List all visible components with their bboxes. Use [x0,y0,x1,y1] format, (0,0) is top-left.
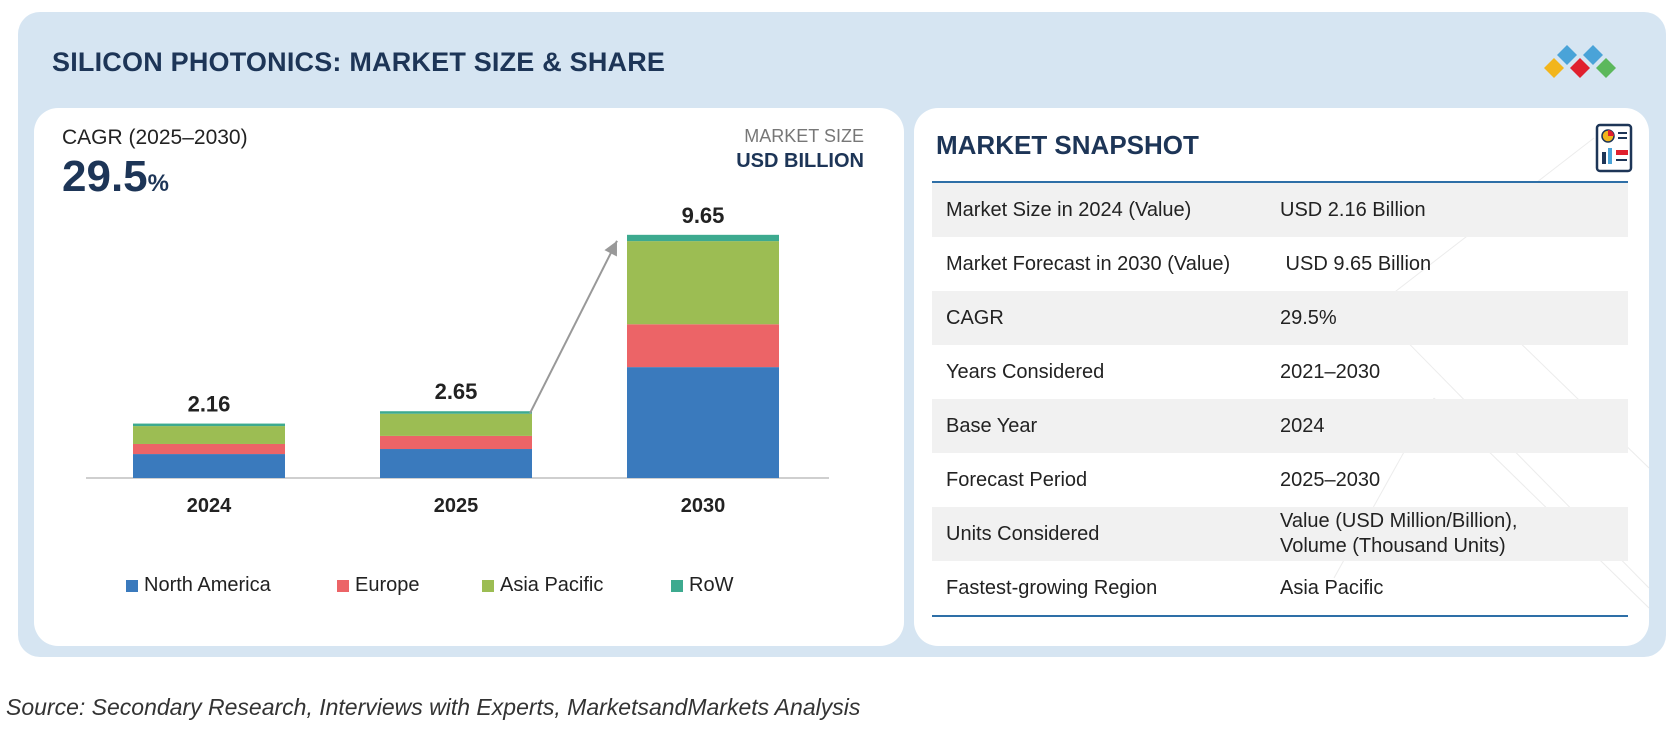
market-snapshot-panel: MARKET SNAPSHOT Market Size in 2024 (Val… [914,108,1649,646]
bar-2025-europe [380,435,532,450]
infographic-card: SILICON PHOTONICS: MARKET SIZE & SHARE C… [18,12,1666,657]
market-size-chart-panel: CAGR (2025–2030) 29.5% MARKET SIZE USD B… [34,108,904,646]
row-value: 2021–2030 [1280,360,1381,383]
row-key: Forecast Period [946,468,1088,491]
bar-2025-row [380,411,532,414]
row-value: Asia Pacific [1280,576,1384,599]
bar-2024-row [133,423,285,427]
x-tick-label: 2030 [681,495,726,517]
table-row: Market Forecast in 2030 (Value) USD 9.65… [932,237,1628,291]
legend-swatch [482,579,494,592]
bar-2030-europe [627,324,779,368]
stacked-bar-chart: 2.16 2024 2.65 2025 9.65 2030 [86,203,829,517]
bar-2030-north-america [627,367,779,478]
snapshot-table: Market Size in 2024 (Value) USD 2.16 Bil… [932,181,1628,617]
table-row: Base Year 2024 [932,399,1628,453]
cagr-value: 29.5% [62,152,169,202]
legend-swatch [337,579,349,592]
diamond-cluster-logo-icon [1544,45,1616,78]
legend-label: Europe [355,574,420,596]
table-row: CAGR 29.5% [932,291,1628,345]
bar-2024-north-america [133,454,285,478]
row-key: Market Size in 2024 (Value) [946,198,1192,221]
growth-arrow-head-icon [604,240,617,257]
row-key: CAGR [946,306,1004,329]
row-key: Units Considered [946,522,1100,545]
x-tick-label: 2025 [434,495,479,517]
row-value: USD 2.16 Billion [1280,198,1426,221]
bar-2024-europe [133,443,285,455]
market-size-label: MARKET SIZE [744,126,864,146]
x-tick-label: 2024 [187,495,232,517]
legend-swatch [126,579,138,592]
row-value-line-2: Volume (Thousand Units) [1280,535,1506,557]
chart-legend: North America Europe Asia Pacific RoW [34,574,904,604]
bar-total-label: 2.65 [435,379,478,404]
row-value: 29.5% [1280,306,1337,329]
cagr-label: CAGR (2025–2030) [62,126,248,149]
row-value: 2024 [1280,414,1325,437]
page-title: SILICON PHOTONICS: MARKET SIZE & SHARE [52,47,666,77]
row-key: Base Year [946,414,1038,437]
bar-2030-asia-pacific [627,241,779,325]
legend-swatch [671,579,683,592]
table-row: Years Considered 2021–2030 [932,345,1628,399]
legend-label: Asia Pacific [500,574,604,596]
legend-item-europe: Europe [337,574,420,597]
row-value: USD 9.65 Billion [1280,252,1432,275]
report-document-icon [1595,123,1633,173]
cagr-unit: % [147,170,169,197]
legend-item-north-america: North America [126,574,271,597]
row-key: Market Forecast in 2030 (Value) [946,252,1231,275]
cagr-number: 29.5 [62,152,148,201]
row-key: Fastest-growing Region [946,576,1158,599]
row-key: Years Considered [946,360,1105,383]
bar-2024-asia-pacific [133,426,285,444]
table-row: Forecast Period 2025–2030 [932,453,1628,507]
row-value: Value (USD Million/Billion), Volume (Tho… [1280,509,1628,559]
market-size-unit: USD BILLION [736,150,864,172]
row-value-line-1: Value (USD Million/Billion), [1280,510,1518,532]
bar-2025-north-america [380,449,532,478]
legend-item-row: RoW [671,574,733,597]
legend-label: North America [144,574,271,596]
source-note: Source: Secondary Research, Interviews w… [6,694,861,720]
table-row: Fastest-growing Region Asia Pacific [932,561,1628,615]
bar-total-label: 9.65 [682,203,725,228]
snapshot-title: MARKET SNAPSHOT [936,130,1199,160]
growth-arrow-line [529,240,618,414]
legend-label: RoW [689,574,734,596]
row-value: 2025–2030 [1280,468,1381,491]
table-row: Market Size in 2024 (Value) USD 2.16 Bil… [932,183,1628,237]
bar-2025-asia-pacific [380,413,532,436]
bar-2030-row [627,234,779,242]
bar-total-label: 2.16 [188,392,231,417]
legend-item-asia-pacific: Asia Pacific [482,574,603,597]
table-row: Units Considered Value (USD Million/Bill… [932,507,1628,561]
